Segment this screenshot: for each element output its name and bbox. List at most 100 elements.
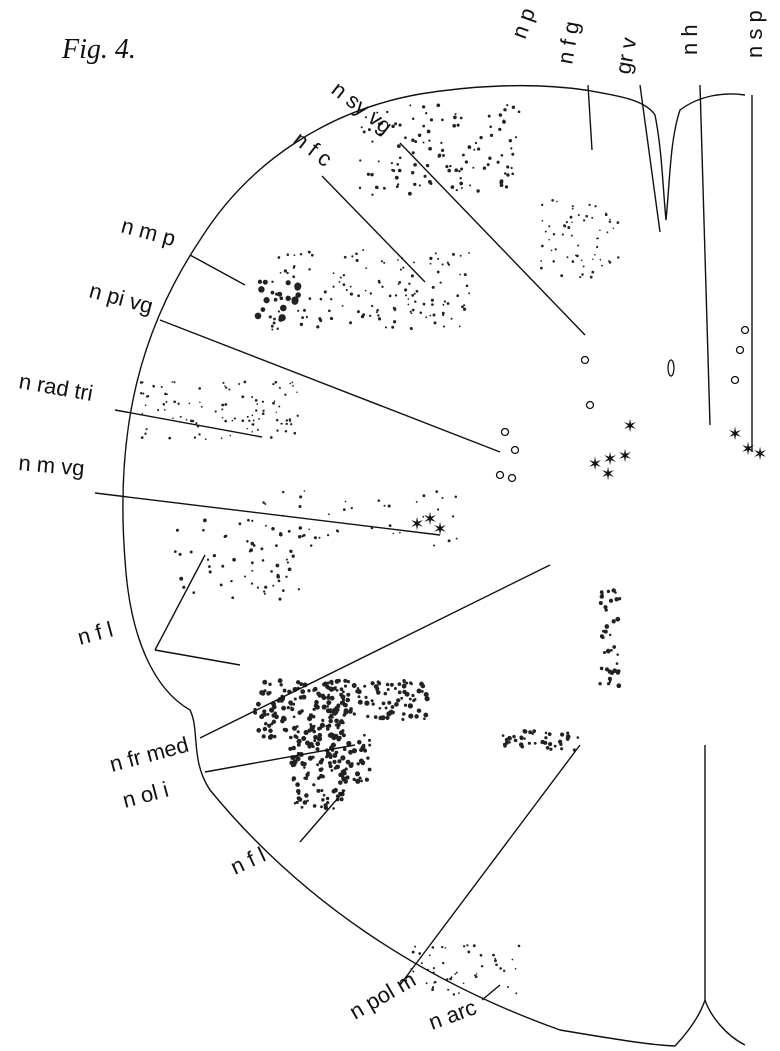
cell-dot bbox=[581, 273, 584, 276]
cell-dot bbox=[251, 582, 253, 584]
cell-dot bbox=[265, 525, 267, 527]
cell-dot bbox=[372, 702, 375, 705]
structure-label: n sy vg bbox=[327, 76, 397, 139]
cell-dot bbox=[296, 680, 300, 684]
cell-dot bbox=[419, 184, 421, 186]
leader-line bbox=[300, 790, 345, 842]
cell-dot bbox=[225, 535, 228, 538]
structure-label: n p bbox=[506, 4, 540, 41]
cell-dot bbox=[549, 748, 552, 751]
cell-dot bbox=[385, 716, 389, 720]
cell-dot bbox=[614, 597, 618, 601]
cell-dot bbox=[314, 536, 317, 539]
cell-dot bbox=[251, 520, 253, 522]
cell-dot bbox=[194, 436, 196, 438]
cell-dot bbox=[224, 420, 227, 423]
cell-dot bbox=[433, 544, 435, 546]
cell-dot bbox=[241, 419, 244, 422]
cell-dot bbox=[454, 973, 456, 975]
cell-dot bbox=[423, 717, 426, 720]
cell-dot bbox=[499, 114, 502, 117]
cell-dot bbox=[432, 946, 435, 949]
cell-dot bbox=[300, 709, 303, 712]
cell-dot bbox=[147, 395, 149, 397]
cell-dot bbox=[292, 385, 294, 387]
cell-dot bbox=[340, 687, 344, 691]
cell-dot bbox=[441, 946, 443, 948]
cell-dot bbox=[342, 305, 344, 307]
cell-dot bbox=[328, 513, 330, 515]
structure-label: n m vg bbox=[18, 450, 86, 481]
cell-dot bbox=[609, 634, 611, 636]
cell-dot bbox=[455, 496, 458, 499]
cell-dot bbox=[304, 490, 306, 492]
cell-dot bbox=[330, 317, 333, 320]
cell-dot bbox=[316, 747, 320, 751]
cell-dot bbox=[278, 317, 283, 322]
cell-dot bbox=[468, 292, 470, 294]
cell-dot bbox=[320, 789, 323, 792]
cell-dot bbox=[258, 286, 264, 292]
cell-dot bbox=[463, 308, 466, 311]
cell-dot bbox=[492, 954, 495, 957]
leader-line bbox=[400, 745, 580, 985]
cell-dot bbox=[314, 703, 319, 708]
cell-dot bbox=[303, 534, 306, 537]
cell-dot bbox=[345, 775, 349, 779]
cell-dot bbox=[546, 746, 550, 750]
cell-dot bbox=[404, 136, 407, 139]
cell-dot bbox=[612, 619, 616, 623]
cell-dot bbox=[269, 315, 272, 318]
cell-dot bbox=[307, 771, 310, 774]
cell-dot bbox=[442, 154, 445, 157]
cell-dot bbox=[413, 261, 415, 263]
cell-dot bbox=[607, 590, 610, 593]
cell-dot bbox=[344, 256, 347, 259]
cell-dot bbox=[548, 239, 550, 241]
cell-dot bbox=[202, 529, 205, 532]
cell-dot bbox=[361, 126, 363, 128]
cell-dot bbox=[179, 577, 183, 581]
cell-dot bbox=[429, 955, 431, 957]
cell-dot bbox=[262, 412, 265, 415]
cell-dot bbox=[397, 183, 399, 185]
ring-mark bbox=[497, 472, 504, 479]
cell-dot bbox=[423, 713, 428, 718]
cell-dot bbox=[311, 254, 314, 257]
cell-dot bbox=[594, 205, 596, 207]
cell-dot bbox=[279, 532, 282, 535]
cell-dot bbox=[262, 734, 266, 738]
cell-dot bbox=[309, 297, 312, 300]
cell-dot bbox=[560, 274, 563, 277]
cell-dot bbox=[308, 528, 310, 530]
star-mark: ✶ bbox=[432, 519, 447, 540]
cell-dot bbox=[605, 608, 608, 611]
cell-dot bbox=[434, 981, 436, 983]
cell-dot bbox=[347, 680, 350, 683]
cell-dot bbox=[395, 294, 397, 296]
cell-dot bbox=[276, 429, 278, 431]
cell-dot bbox=[523, 730, 527, 734]
cell-dot bbox=[446, 978, 449, 981]
cell-dot bbox=[285, 430, 288, 433]
cell-dot bbox=[428, 147, 432, 151]
cell-dot bbox=[459, 274, 461, 276]
cell-dot bbox=[560, 733, 564, 737]
cell-dot bbox=[313, 735, 318, 740]
cell-dot bbox=[459, 182, 463, 186]
cell-dot bbox=[432, 286, 435, 289]
cell-dot bbox=[355, 771, 360, 776]
cell-dot bbox=[512, 735, 515, 738]
cell-dot bbox=[441, 497, 443, 499]
cell-dot bbox=[251, 570, 253, 572]
cell-dot bbox=[246, 540, 249, 543]
cell-dot bbox=[297, 739, 302, 744]
cell-dot bbox=[490, 134, 493, 137]
cell-dot bbox=[617, 669, 621, 673]
cell-dot bbox=[447, 302, 450, 305]
cell-dot bbox=[390, 683, 394, 687]
cell-dot bbox=[439, 281, 441, 283]
cell-dot bbox=[438, 154, 441, 157]
star-mark: ✶ bbox=[600, 464, 615, 485]
cell-dot bbox=[497, 161, 500, 164]
